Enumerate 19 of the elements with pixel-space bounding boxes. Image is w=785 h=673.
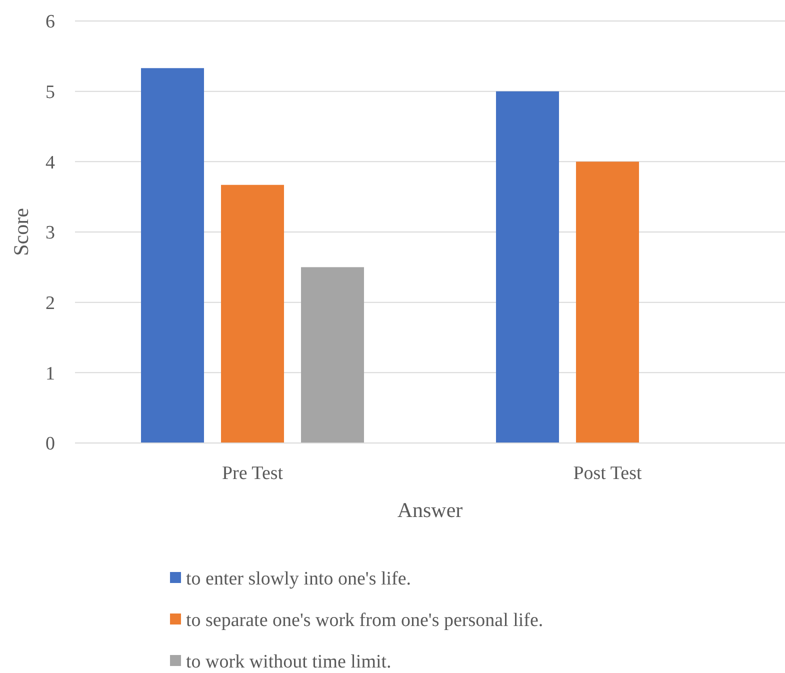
legend-label: to enter slowly into one's life. bbox=[186, 568, 412, 590]
bar bbox=[576, 162, 639, 443]
y-tick-label: 3 bbox=[46, 222, 55, 244]
bar bbox=[301, 267, 364, 443]
y-axis-title: Score bbox=[9, 208, 33, 256]
y-tick-label: 6 bbox=[46, 12, 55, 33]
y-tick-label: 5 bbox=[46, 82, 55, 103]
legend-label: to separate one's work from one's personal life. bbox=[186, 610, 544, 632]
y-tick-label: 2 bbox=[46, 292, 55, 314]
legend-label: to work without time limit. bbox=[186, 652, 392, 673]
y-tick-label: 0 bbox=[46, 434, 55, 455]
x-tick-label: Pre Test bbox=[222, 463, 284, 484]
y-tick-label: 1 bbox=[46, 363, 55, 384]
y-tick-label: 4 bbox=[46, 152, 56, 174]
bar bbox=[496, 91, 559, 443]
bar bbox=[221, 184, 284, 443]
x-tick-label: Post Test bbox=[573, 463, 642, 484]
bar bbox=[141, 68, 204, 443]
x-axis-title: Answer bbox=[397, 498, 463, 522]
